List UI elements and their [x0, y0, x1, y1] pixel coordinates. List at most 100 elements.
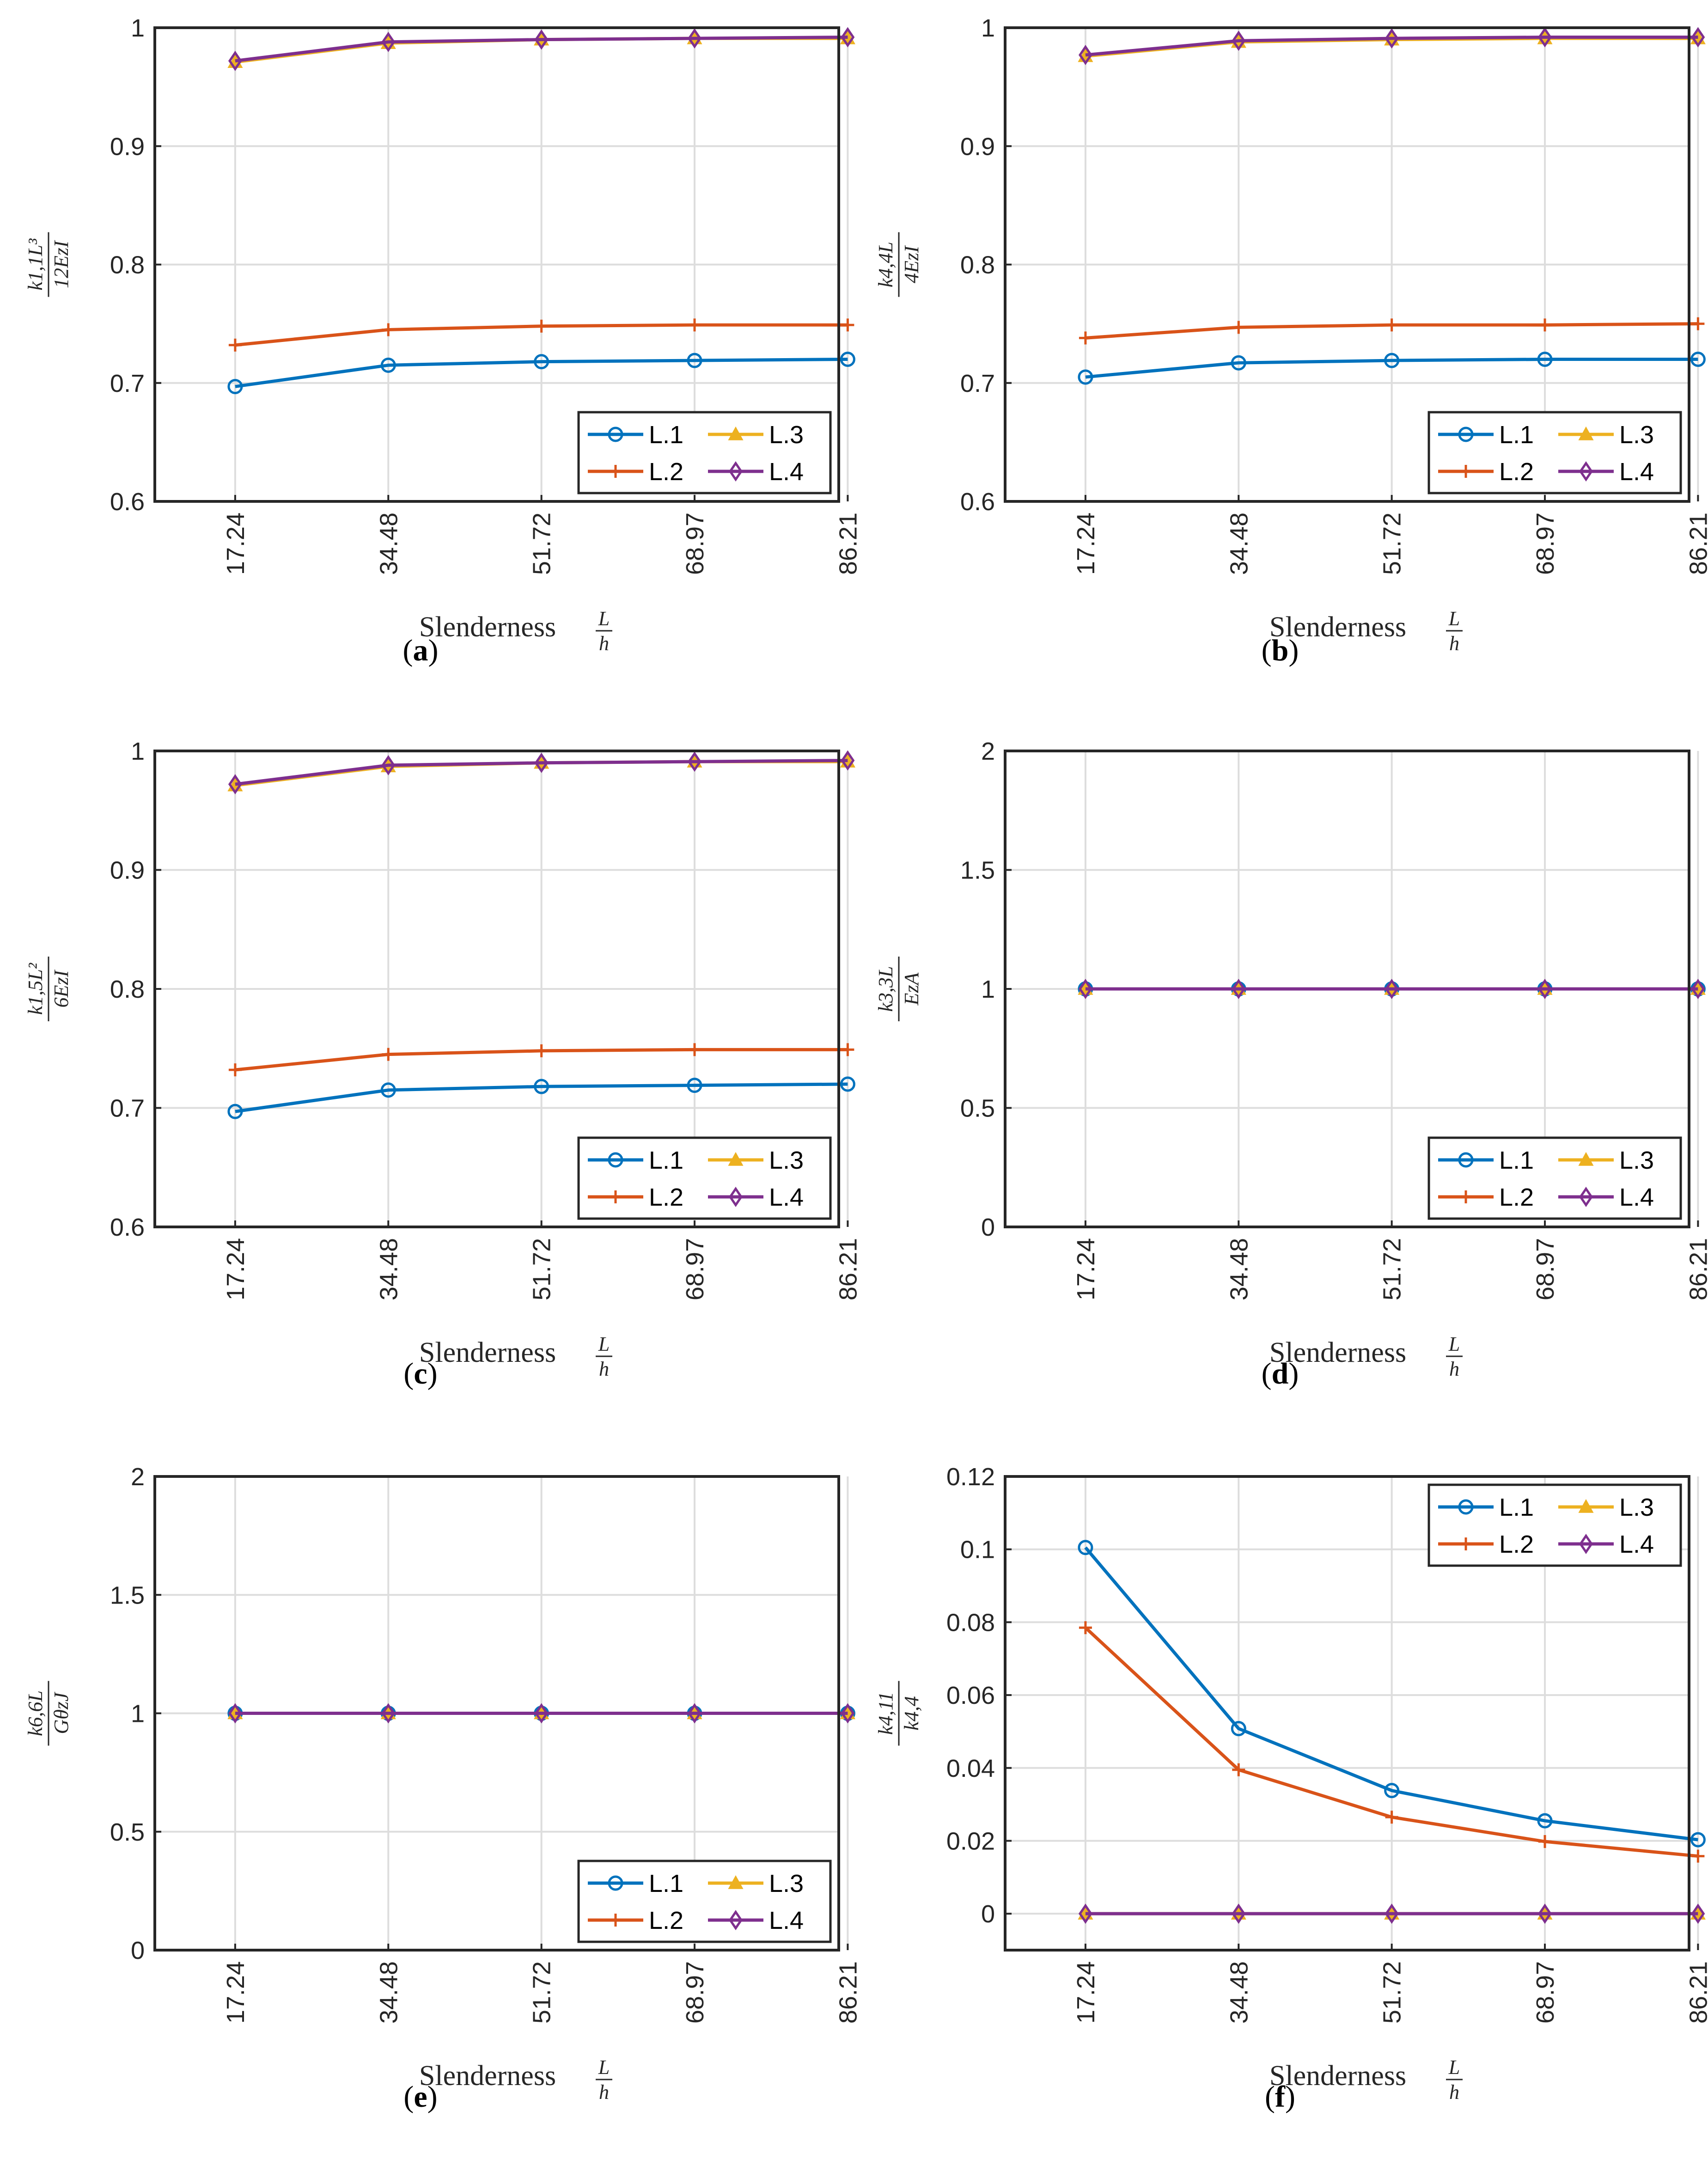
x-tick-label: 68.97	[681, 512, 709, 575]
data-point-L.2	[1385, 1811, 1398, 1824]
legend-label-L.1: L.1	[1499, 421, 1534, 449]
legend-label-L.1: L.1	[1499, 1147, 1534, 1174]
x-axis-label-denominator: h	[599, 1358, 609, 1380]
x-axis-label-denominator: h	[599, 632, 609, 655]
data-point-L.1	[1231, 1721, 1246, 1737]
panel-caption-letter: e	[414, 2080, 427, 2114]
x-axis-label-denominator: h	[1449, 632, 1459, 655]
x-tick-label: 86.21	[834, 1961, 862, 2024]
y-axis-label-denominator: 4EzI	[900, 245, 923, 283]
data-point-L.1	[1384, 353, 1400, 368]
x-tick-label: 86.21	[1684, 1961, 1708, 2024]
legend-label-L.2: L.2	[1499, 458, 1534, 486]
data-point-L.4	[228, 50, 242, 71]
y-tick-label: 0.6	[110, 488, 145, 516]
legend-label-L.3: L.3	[1619, 421, 1654, 449]
x-tick-label: 17.24	[222, 512, 250, 575]
y-axis-label-numerator: k1,5L²	[24, 963, 47, 1015]
legend: L.1 L.3 L.2 L.4	[577, 411, 832, 494]
legend-marker-L.4	[729, 461, 743, 482]
data-point-L.2	[1232, 321, 1245, 334]
panel-caption-letter: b	[1271, 634, 1289, 667]
y-tick-label: 1	[981, 14, 995, 42]
panel-caption-letter: f	[1275, 2080, 1285, 2114]
legend-marker-L.2	[1459, 1537, 1472, 1550]
x-axis-label-denominator: h	[599, 2081, 609, 2104]
x-axis-label-numerator: L	[598, 2056, 610, 2079]
data-point-L.4	[1232, 979, 1246, 999]
x-tick-label: 51.72	[1379, 1238, 1406, 1300]
panel-caption-letter: d	[1271, 1357, 1289, 1391]
data-point-L.2	[1538, 318, 1552, 332]
y-tick-label: 0.5	[960, 1095, 995, 1122]
data-point-L.1	[1537, 1813, 1553, 1829]
x-tick-label: 17.24	[1072, 1961, 1100, 2024]
data-point-L.4	[841, 27, 855, 48]
y-tick-label: 1	[131, 14, 145, 42]
panel-caption: (b)	[1261, 634, 1299, 667]
x-tick-label: 17.24	[1072, 1238, 1100, 1300]
x-axis-label: Slenderness	[419, 2060, 556, 2092]
y-tick-label: 0.7	[110, 370, 145, 397]
legend-label-L.1: L.1	[649, 1147, 683, 1174]
y-axis-label-denominator: GθzJ	[50, 1691, 73, 1734]
x-axis-label-numerator: L	[1448, 607, 1460, 630]
y-tick-label: 0.6	[110, 1214, 145, 1241]
legend-marker-L.1	[608, 1875, 623, 1891]
data-point-L.2	[1538, 1835, 1552, 1848]
legend-marker-L.4	[1579, 1187, 1593, 1207]
data-point-L.2	[1079, 1621, 1092, 1634]
legend-marker-L.2	[1459, 1190, 1472, 1203]
legend-marker-L.3	[728, 426, 744, 440]
legend-box	[577, 1860, 832, 1943]
data-point-L.1	[1078, 1540, 1093, 1555]
legend-box	[577, 1136, 832, 1220]
data-point-L.4	[1538, 979, 1552, 999]
x-tick-label: 68.97	[681, 1238, 709, 1300]
y-tick-label: 0	[131, 1937, 145, 1964]
panel-caption-letter: a	[413, 634, 428, 667]
legend: L.1 L.3 L.2 L.4	[577, 1860, 832, 1943]
data-point-L.1	[380, 357, 396, 373]
x-tick-label: 51.72	[528, 1961, 556, 2024]
legend-marker-L.4	[1579, 1534, 1593, 1554]
data-point-L.4	[1538, 27, 1552, 48]
data-point-L.4	[1691, 27, 1705, 48]
data-point-L.4	[1385, 979, 1399, 999]
data-point-L.2	[1691, 317, 1705, 330]
legend-marker-L.3	[1578, 1152, 1594, 1166]
legend: L.1 L.3 L.2 L.4	[1427, 1483, 1682, 1567]
panel-caption: (e)	[403, 2080, 438, 2114]
data-point-L.1	[1231, 355, 1246, 371]
data-point-L.1	[840, 1076, 855, 1092]
legend-marker-L.2	[609, 1914, 622, 1927]
data-point-L.4	[534, 29, 549, 50]
data-point-L.2	[688, 318, 702, 332]
series-line-L.4	[235, 759, 848, 786]
y-axis-label: k4,11 k4,4	[874, 1681, 923, 1746]
y-axis-label-denominator: EzA	[900, 972, 923, 1006]
legend-label-L.4: L.4	[769, 458, 804, 486]
data-point-L.4	[1385, 28, 1399, 49]
y-tick-label: 1.5	[110, 1581, 145, 1609]
y-tick-label: 1	[131, 1700, 145, 1728]
data-point-L.4	[1078, 44, 1092, 65]
legend-label-L.3: L.3	[1619, 1147, 1654, 1174]
data-point-L.4	[1078, 979, 1092, 999]
series-line-L.1	[235, 358, 848, 388]
data-point-L.4	[381, 755, 396, 775]
data-point-L.2	[688, 1043, 702, 1056]
data-point-L.2	[382, 323, 395, 336]
data-point-L.4	[1385, 1903, 1399, 1924]
legend-marker-L.2	[1459, 465, 1472, 478]
y-tick-label: 0.08	[946, 1609, 995, 1636]
x-tick-label: 34.48	[375, 512, 403, 575]
x-tick-label: 51.72	[1379, 512, 1406, 575]
y-tick-label: 0	[981, 1214, 995, 1241]
data-point-L.1	[1690, 352, 1706, 367]
y-tick-label: 0.06	[946, 1682, 995, 1709]
y-axis-label: k3,3L EzA	[874, 957, 923, 1021]
